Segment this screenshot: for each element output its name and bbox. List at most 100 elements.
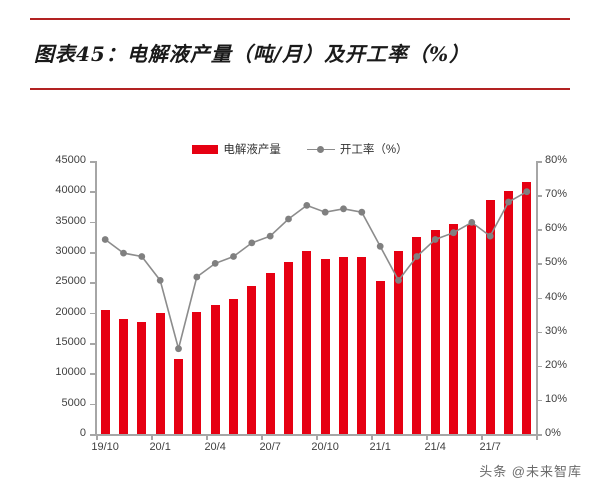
- y-axis-left-label: 15000: [55, 336, 86, 348]
- bar: [174, 359, 183, 434]
- y-tick-left: [90, 191, 95, 193]
- bar: [284, 261, 293, 434]
- bar: [449, 224, 458, 434]
- y-axis-left-label: 10000: [55, 366, 86, 379]
- y-axis-left-label: 30000: [55, 245, 86, 257]
- y-axis-left: [95, 161, 97, 436]
- line-marker: [156, 277, 164, 284]
- y-axis-right: [536, 161, 538, 436]
- bar: [302, 250, 312, 434]
- bar: [247, 285, 257, 434]
- bar: [339, 256, 348, 434]
- y-axis-left-label: 25000: [55, 275, 86, 288]
- x-axis-label: 19/10: [91, 441, 119, 453]
- line-marker: [193, 273, 201, 281]
- x-tick: [151, 435, 153, 440]
- line-series-layer: [101, 188, 531, 353]
- x-axis-label: 20/4: [204, 441, 226, 453]
- y-tick-left: [90, 161, 95, 163]
- y-tick-right: [537, 399, 542, 402]
- line-marker: [358, 208, 366, 216]
- y-axis-right-label: 70%: [545, 188, 568, 201]
- y-axis-left-label: 45000: [55, 154, 86, 166]
- bar: [485, 200, 495, 434]
- bar: [100, 309, 110, 434]
- y-tick-right: [537, 161, 542, 163]
- x-axis-label: 20/7: [259, 441, 281, 453]
- y-axis-left-label: 0: [79, 427, 86, 439]
- x-axis-label: 20/1: [149, 441, 171, 453]
- y-axis-right-label: 60%: [545, 222, 568, 235]
- line-marker: [120, 249, 127, 257]
- line-marker: [450, 229, 457, 237]
- x-tick: [481, 435, 483, 440]
- bar: [394, 251, 403, 434]
- line-marker: [468, 219, 476, 226]
- y-axis-right-label: 30%: [545, 324, 568, 337]
- y-tick-left: [90, 343, 95, 345]
- line-marker: [303, 202, 311, 209]
- x-axis: [95, 434, 537, 436]
- bar: [192, 312, 202, 434]
- y-tick-left: [90, 252, 95, 254]
- bar: [155, 312, 165, 434]
- title-band: 图表45：电解液产量（吨/月）及开工率（%）: [30, 18, 570, 90]
- y-tick-left: [90, 403, 95, 406]
- y-axis-left-label: 20000: [55, 305, 86, 318]
- line-marker: [321, 208, 329, 216]
- bar: [320, 258, 330, 434]
- bar: [210, 305, 220, 434]
- y-tick-right: [537, 365, 542, 368]
- x-tick: [426, 435, 428, 440]
- y-tick-right: [537, 434, 542, 436]
- legend-label-utilization: 开工率（%）: [339, 144, 408, 156]
- y-axis-right-label: 50%: [545, 256, 568, 269]
- line-marker: [211, 260, 219, 267]
- y-axis-left-label: 5000: [61, 396, 86, 409]
- plot-area: [96, 161, 536, 434]
- y-axis-left-label: 35000: [55, 214, 86, 227]
- line-marker: [266, 232, 274, 240]
- line-marker: [395, 277, 402, 284]
- y-tick-right: [537, 229, 542, 231]
- bar: [137, 322, 147, 434]
- bar: [467, 224, 477, 434]
- title-rule-bottom: [30, 88, 570, 90]
- watermark: 头条 @未来智库: [479, 464, 582, 479]
- bar: [265, 273, 275, 434]
- line-marker: [175, 345, 182, 353]
- y-tick-right: [537, 331, 542, 334]
- line-marker: [376, 242, 384, 250]
- x-tick: [96, 435, 98, 440]
- y-axis-right-label: 20%: [545, 358, 568, 371]
- line-marker: [248, 239, 256, 247]
- x-tick: [371, 435, 373, 440]
- bar: [229, 298, 238, 434]
- line-marker: [340, 205, 347, 213]
- x-axis-label: 21/7: [479, 441, 501, 453]
- line-marker: [486, 232, 494, 240]
- title-rule-top: [30, 18, 570, 20]
- y-tick-left: [90, 373, 95, 375]
- bar-series-layer: [96, 161, 536, 434]
- y-axis-right-label: 80%: [545, 154, 568, 166]
- legend-label-production: 电解液产量: [223, 144, 281, 156]
- bar: [430, 230, 440, 434]
- x-axis-label: 20/10: [311, 441, 339, 453]
- line-marker: [138, 253, 146, 260]
- line-marker: [413, 253, 421, 260]
- y-axis-left-label: 40000: [55, 184, 86, 197]
- y-tick-right: [537, 263, 542, 265]
- legend-item-production: 电解液产量: [192, 141, 281, 157]
- page-title: 图表45：电解液产量（吨/月）及开工率（%）: [34, 42, 471, 66]
- legend-item-utilization: 开工率（%）: [306, 141, 408, 157]
- y-tick-left: [90, 434, 95, 436]
- y-tick-right: [537, 195, 542, 197]
- bar: [357, 257, 367, 434]
- bar: [375, 281, 385, 434]
- y-tick-right: [537, 297, 542, 299]
- line-marker: [523, 188, 531, 196]
- bar: [504, 191, 513, 434]
- y-axis-right-label: 10%: [545, 392, 568, 405]
